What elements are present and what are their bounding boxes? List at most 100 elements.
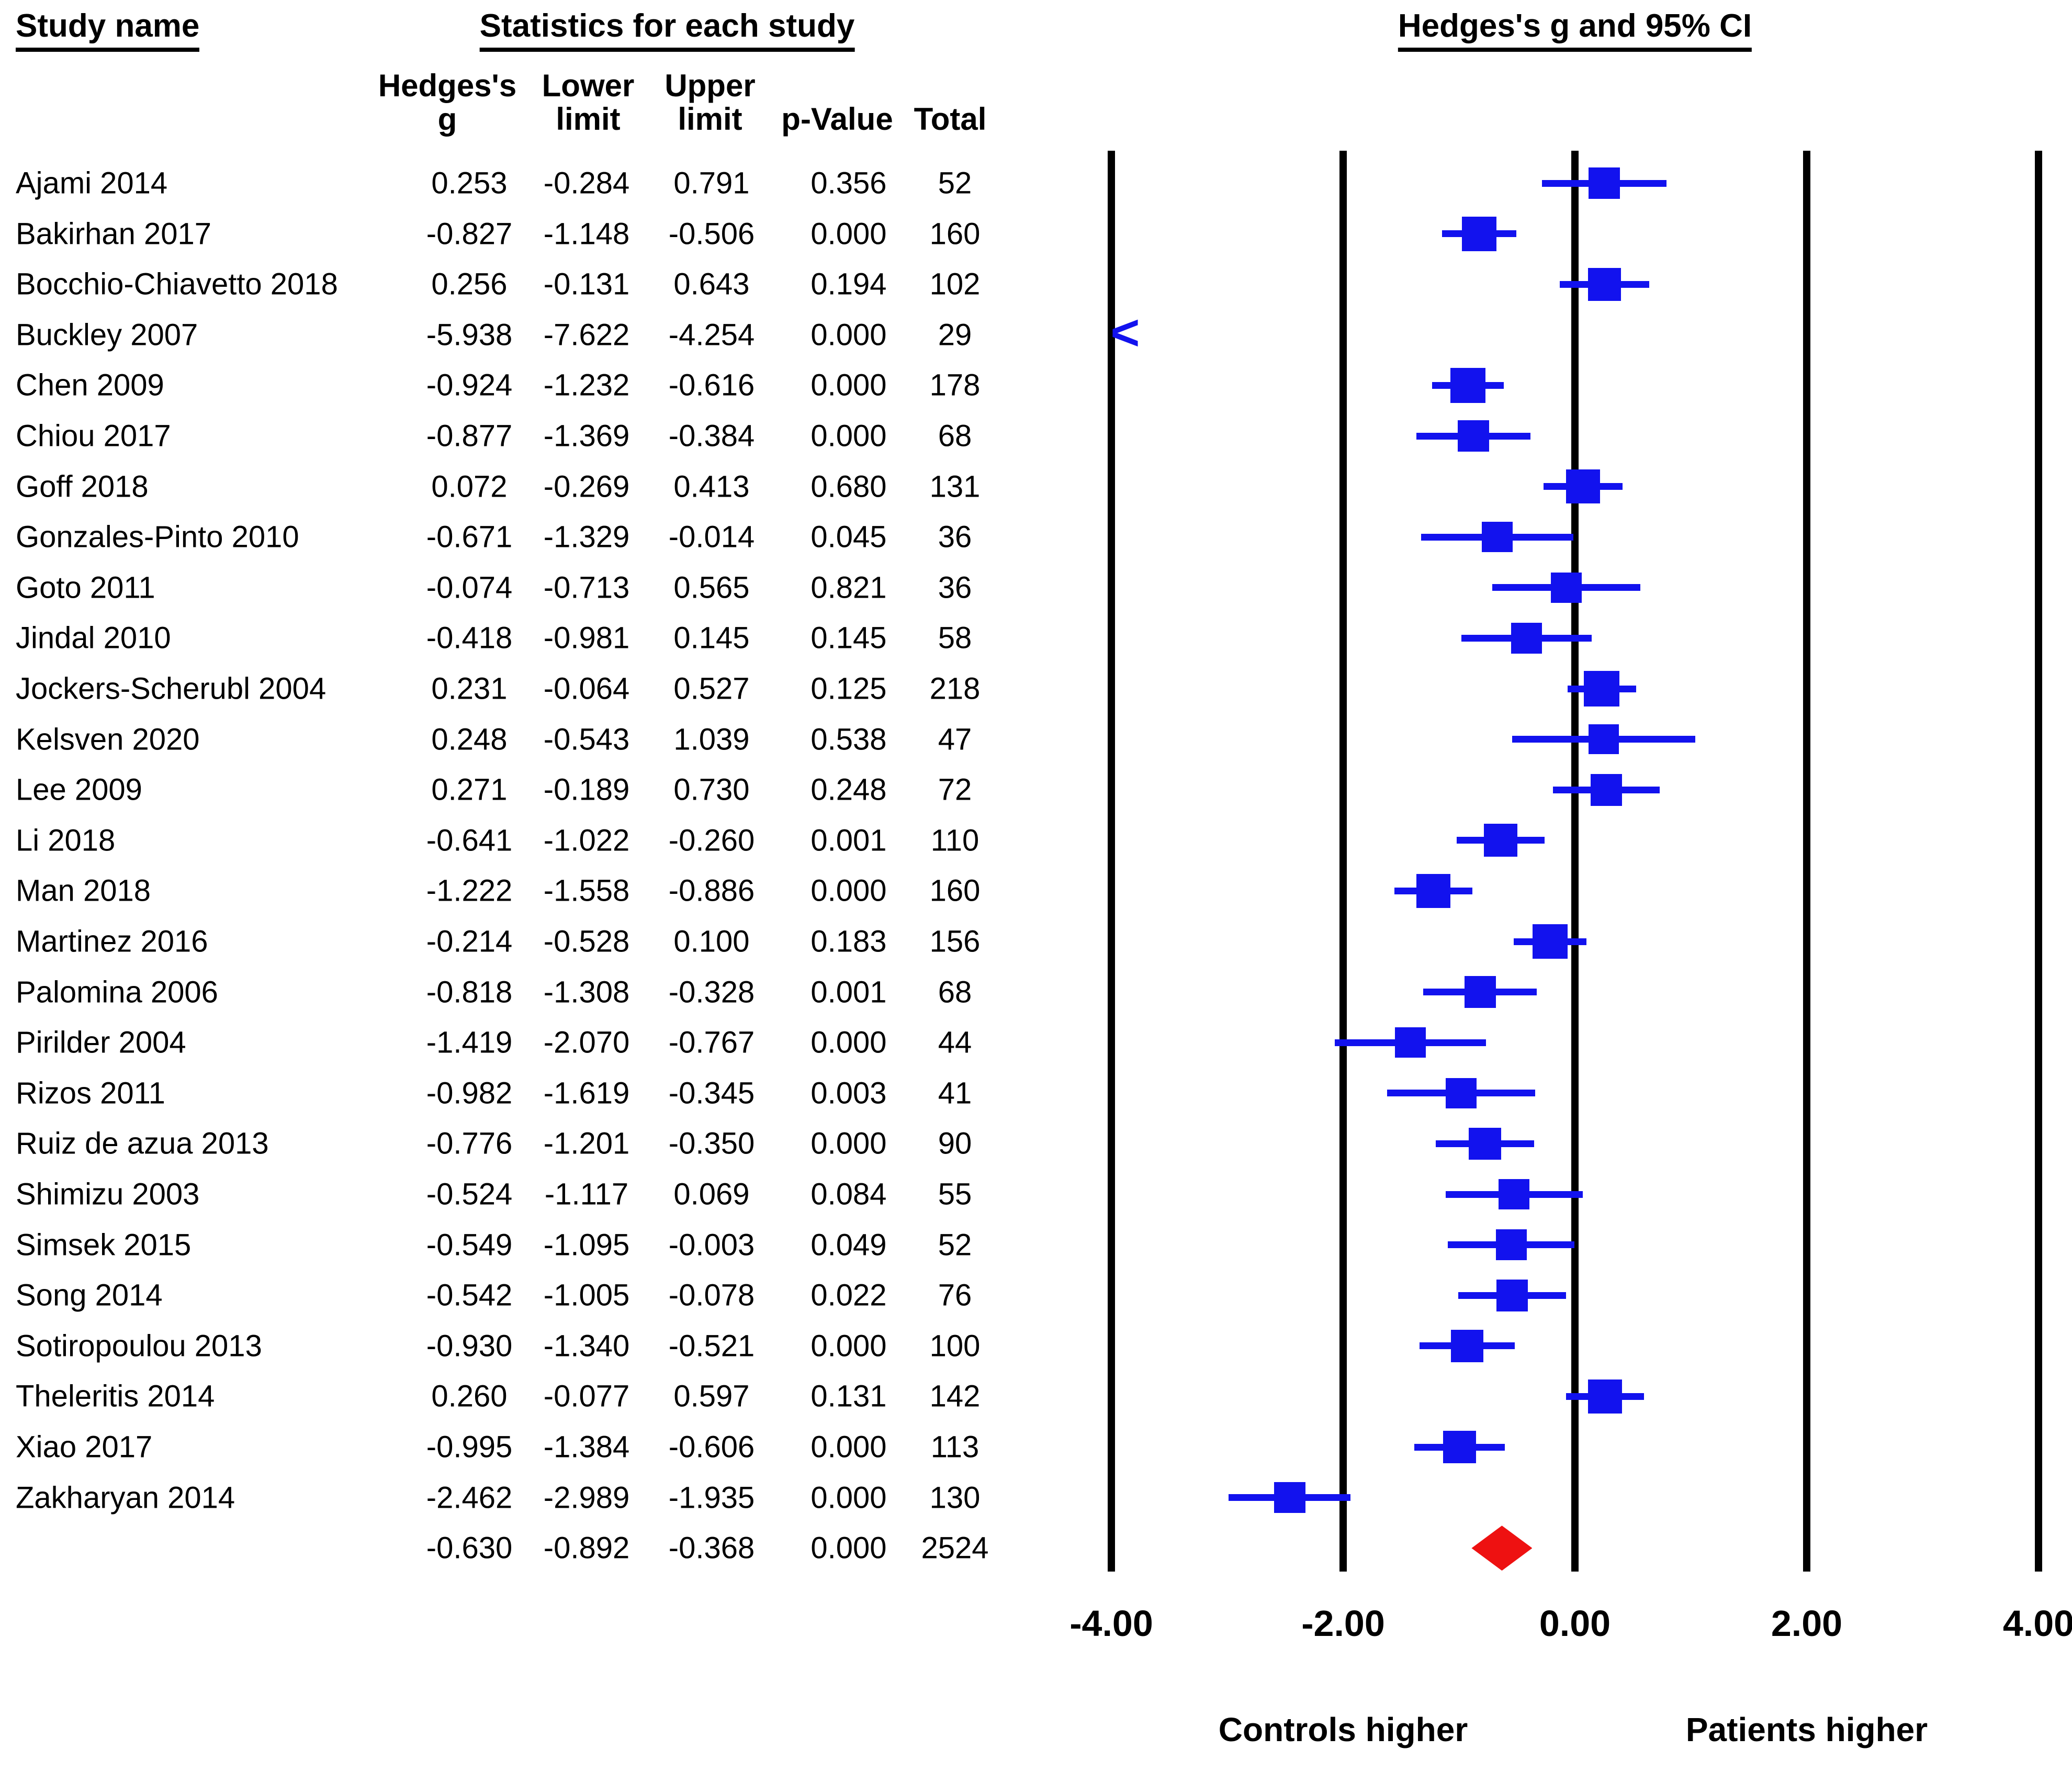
effect-square-marker (1274, 1482, 1305, 1513)
total-cell: 68 (938, 419, 972, 453)
table-row: Jindal 2010 -0.418 -0.981 0.145 0.145 58 (0, 613, 1036, 663)
p-value-cell: 0.000 (810, 217, 887, 251)
lower-limit-cell: -1.095 (543, 1228, 630, 1262)
table-row: Man 2018 -1.222 -1.558 -0.886 0.000 160 (0, 866, 1036, 916)
hedges-g-cell: 0.253 (431, 166, 508, 200)
axis-tick-label: -4.00 (1069, 1603, 1153, 1644)
lower-limit-cell: -1.005 (543, 1278, 630, 1313)
study-name-cell: Pirilder 2004 (16, 1025, 186, 1060)
column-header-lower-limit: Lower limit (542, 69, 635, 136)
total-cell: 29 (938, 318, 972, 352)
p-value-cell: 0.000 (810, 419, 887, 453)
p-value-cell: 0.538 (810, 722, 887, 757)
p-value-cell: 0.001 (810, 975, 887, 1010)
total-cell: 41 (938, 1076, 972, 1111)
hedges-g-cell: 0.260 (431, 1379, 508, 1414)
p-value-cell: 0.194 (810, 267, 887, 301)
hedges-g-cell: 0.072 (431, 469, 508, 504)
axis-tick-label: 2.00 (1771, 1603, 1843, 1644)
p-value-cell: 0.084 (810, 1177, 887, 1212)
lower-limit-cell: -1.022 (543, 823, 630, 858)
upper-limit-cell: 0.791 (673, 166, 750, 200)
upper-limit-cell: -0.616 (668, 368, 755, 402)
effect-square-marker (1511, 622, 1542, 654)
total-cell: 156 (929, 924, 981, 959)
lower-limit-cell: -0.981 (543, 621, 630, 655)
axis-reference-line--4.00 (1108, 151, 1115, 1572)
p-value-cell: 0.000 (810, 1126, 887, 1161)
table-row: Palomina 2006 -0.818 -1.308 -0.328 0.001 68 (0, 967, 1036, 1017)
total-cell: 130 (929, 1481, 981, 1515)
upper-limit-cell: 0.597 (673, 1379, 750, 1414)
hedges-g-cell: 0.248 (431, 722, 508, 757)
p-value-cell: 0.049 (810, 1228, 887, 1262)
lower-limit-cell: -1.308 (543, 975, 630, 1010)
upper-limit-cell: -0.014 (668, 520, 755, 554)
total-cell: 44 (938, 1025, 972, 1060)
total-cell: 100 (929, 1329, 981, 1363)
hedges-g-cell: -1.222 (426, 873, 513, 908)
total-cell: 58 (938, 621, 972, 655)
upper-limit-cell: 0.527 (673, 671, 750, 706)
p-value-cell: 0.000 (810, 368, 887, 402)
table-row: Theleritis 2014 0.260 -0.077 0.597 0.131 142 (0, 1371, 1036, 1421)
effect-square-marker (1588, 267, 1621, 301)
study-name-cell: Ruiz de azua 2013 (16, 1126, 269, 1161)
table-row: Bakirhan 2017 -0.827 -1.148 -0.506 0.000 160 (0, 209, 1036, 259)
effect-square-marker (1495, 1229, 1527, 1261)
upper-limit-cell: -0.767 (668, 1025, 755, 1060)
p-value-cell: 0.680 (810, 469, 887, 504)
axis-reference-line--2.00 (1339, 151, 1347, 1572)
statistics-section-header: Statistics for each study (479, 7, 855, 52)
study-name-cell: Goto 2011 (16, 570, 155, 605)
upper-limit-cell: 0.100 (673, 924, 750, 959)
effect-square-marker (1589, 167, 1620, 199)
axis-reference-line-0.00 (1571, 151, 1579, 1572)
upper-limit-cell: -0.886 (668, 873, 755, 908)
study-name-cell: Goff 2018 (16, 469, 149, 504)
table-row: Goto 2011 -0.074 -0.713 0.565 0.821 36 (0, 563, 1036, 613)
upper-limit-cell: -0.078 (668, 1278, 755, 1313)
column-header-upper-limit: Upper limit (665, 69, 755, 136)
hedges-g-cell: 0.256 (431, 267, 508, 301)
effect-square-marker (1469, 1127, 1501, 1160)
effect-square-marker (1551, 572, 1582, 603)
p-value-cell: 0.125 (810, 671, 887, 706)
study-name-cell: Jindal 2010 (16, 621, 171, 655)
effect-square-marker (1395, 1027, 1426, 1058)
total-cell: 131 (929, 469, 981, 504)
lower-limit-cell: -7.622 (543, 318, 630, 352)
upper-limit-cell: -0.328 (668, 975, 755, 1010)
study-name-cell: Sotiropoulou 2013 (16, 1329, 262, 1363)
p-value-cell: 0.821 (810, 570, 887, 605)
lower-limit-cell: -1.148 (543, 217, 630, 251)
p-value-cell: 0.248 (810, 772, 887, 807)
lower-limit-cell: -2.070 (543, 1025, 630, 1060)
total-cell: 142 (929, 1379, 981, 1414)
effect-square-marker (1443, 1430, 1477, 1464)
table-row: Chiou 2017 -0.877 -1.369 -0.384 0.000 68 (0, 411, 1036, 461)
hedges-g-cell: -0.982 (426, 1076, 513, 1111)
effect-square-marker (1496, 1279, 1528, 1311)
upper-limit-cell: -1.935 (668, 1481, 755, 1515)
total-cell: 68 (938, 975, 972, 1010)
hedges-g-cell: -0.924 (426, 368, 513, 402)
study-name-cell: Martinez 2016 (16, 924, 208, 959)
total-cell: 72 (938, 772, 972, 807)
column-header-hedges-line1: Hedges's (378, 68, 517, 103)
lower-limit-cell: -0.269 (543, 469, 630, 504)
table-row: Shimizu 2003 -0.524 -1.117 0.069 0.084 55 (0, 1169, 1036, 1219)
column-header-hedges-line2: g (437, 102, 457, 137)
upper-limit-cell: -0.003 (668, 1228, 755, 1262)
total-cell: 110 (930, 823, 979, 858)
study-name-cell: Rizos 2011 (16, 1076, 165, 1111)
hedges-g-cell: -5.938 (426, 318, 513, 352)
hedges-g-cell: -0.818 (426, 975, 513, 1010)
column-header-hedges-g: Hedges's g (378, 69, 516, 136)
p-value-cell: 0.131 (810, 1379, 887, 1414)
study-name-cell: Bakirhan 2017 (16, 217, 212, 251)
upper-limit-cell: 0.069 (673, 1177, 750, 1212)
overall-diamond-marker (1471, 1526, 1533, 1571)
axis-reference-line-4.00 (2035, 151, 2042, 1572)
patients-higher-label: Patients higher (1685, 1711, 1928, 1748)
